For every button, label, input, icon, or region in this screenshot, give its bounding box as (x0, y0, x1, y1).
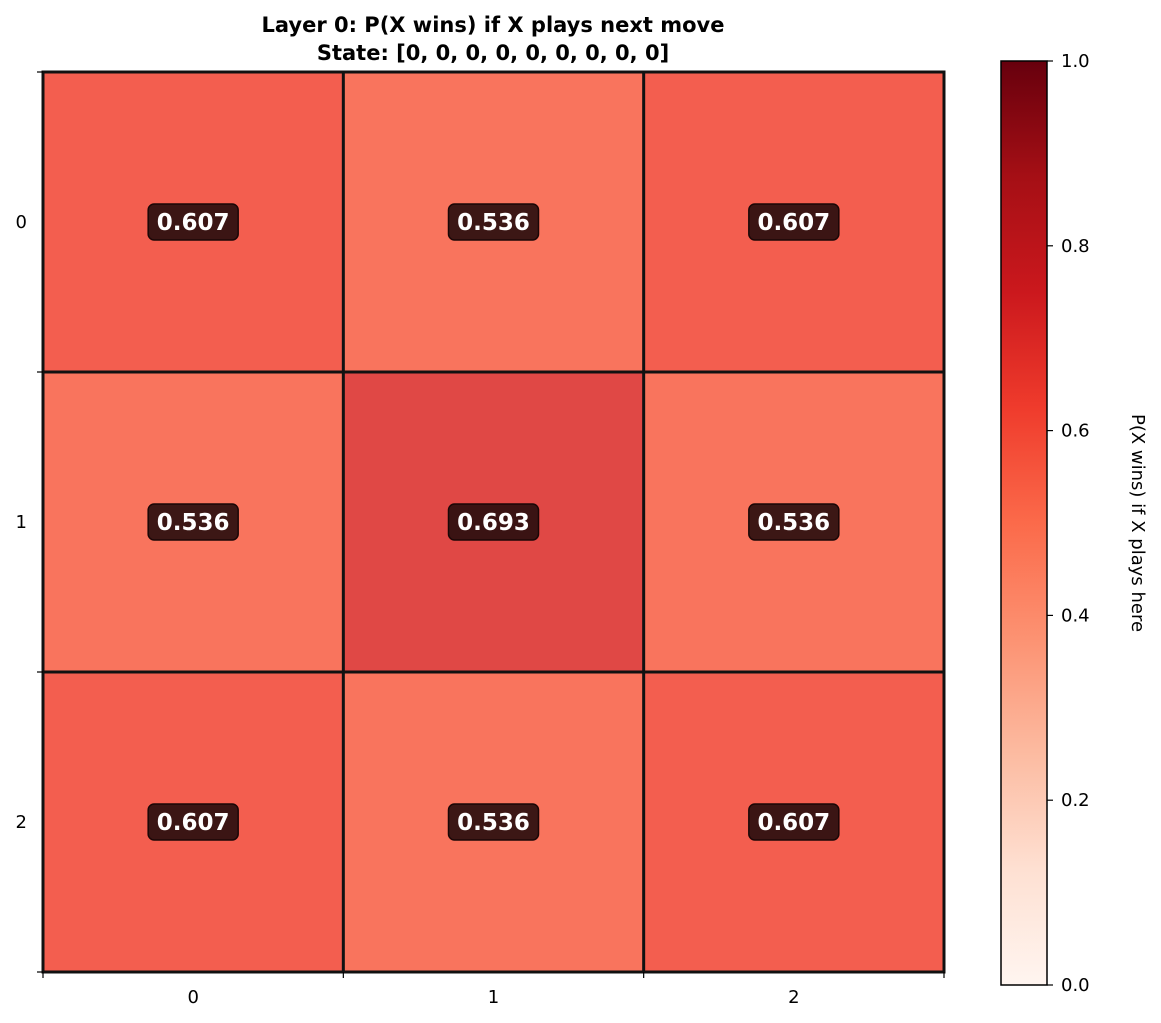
x-tick-label: 1 (488, 987, 499, 1008)
colorbar: 0.0 0.2 0.4 0.6 0.8 1.0 P(X wins) if X plays … (1000, 51, 1148, 996)
value-label-box-0-2 (748, 203, 840, 241)
value-label-box-1-0 (147, 503, 239, 541)
colorbar-tick-label: 0.8 (1061, 236, 1090, 257)
value-label-2-0: 0.607 (157, 810, 230, 836)
x-tick-label: 2 (788, 987, 799, 1008)
heatmap-value-labels: 0.607 0.536 0.607 0.536 0.693 0.536 0.607 0.536… (147, 203, 840, 841)
value-label-0-0: 0.607 (157, 210, 230, 236)
colorbar-tick-label: 0.2 (1061, 790, 1090, 811)
value-label-0-2: 0.607 (757, 210, 830, 236)
value-label-2-1: 0.536 (457, 810, 530, 836)
colorbar-tick-label: 0.6 (1061, 421, 1090, 442)
colorbar-tick-label: 1.0 (1061, 51, 1090, 72)
value-label-box-0-0 (147, 203, 239, 241)
colorbar-label: P(X wins) if X plays here (1127, 414, 1148, 632)
value-label-1-0: 0.536 (157, 510, 230, 536)
colorbar-tick-label: 0.4 (1061, 605, 1090, 626)
x-tick-label: 0 (187, 987, 198, 1008)
heatmap-grid (41, 70, 946, 974)
value-label-box-1-1 (447, 503, 540, 541)
y-tick-label: 0 (16, 212, 27, 233)
chart-subtitle: State: [0, 0, 0, 0, 0, 0, 0, 0, 0] (317, 41, 669, 65)
y-tick-label: 1 (16, 512, 27, 533)
value-label-2-2: 0.607 (757, 810, 830, 836)
colorbar-gradient (1000, 60, 1048, 986)
value-label-0-1: 0.536 (457, 210, 530, 236)
value-label-box-0-1 (447, 203, 540, 241)
y-axis-ticks: 0 1 2 (16, 71, 43, 973)
y-tick-label: 2 (16, 812, 27, 833)
x-axis-ticks: 0 1 2 (42, 972, 945, 1008)
value-label-box-1-2 (748, 503, 840, 541)
value-label-box-2-0 (147, 803, 239, 841)
value-label-box-2-2 (748, 803, 840, 841)
chart-title: Layer 0: P(X wins) if X plays next move (261, 13, 724, 37)
plot-frame (41, 70, 946, 974)
value-label-box-2-1 (447, 803, 540, 841)
colorbar-tick-label: 0.0 (1061, 975, 1090, 996)
value-label-1-1: 0.693 (457, 510, 530, 536)
colorbar-ticks: 0.0 0.2 0.4 0.6 0.8 1.0 (1047, 51, 1090, 996)
value-label-1-2: 0.536 (757, 510, 830, 536)
